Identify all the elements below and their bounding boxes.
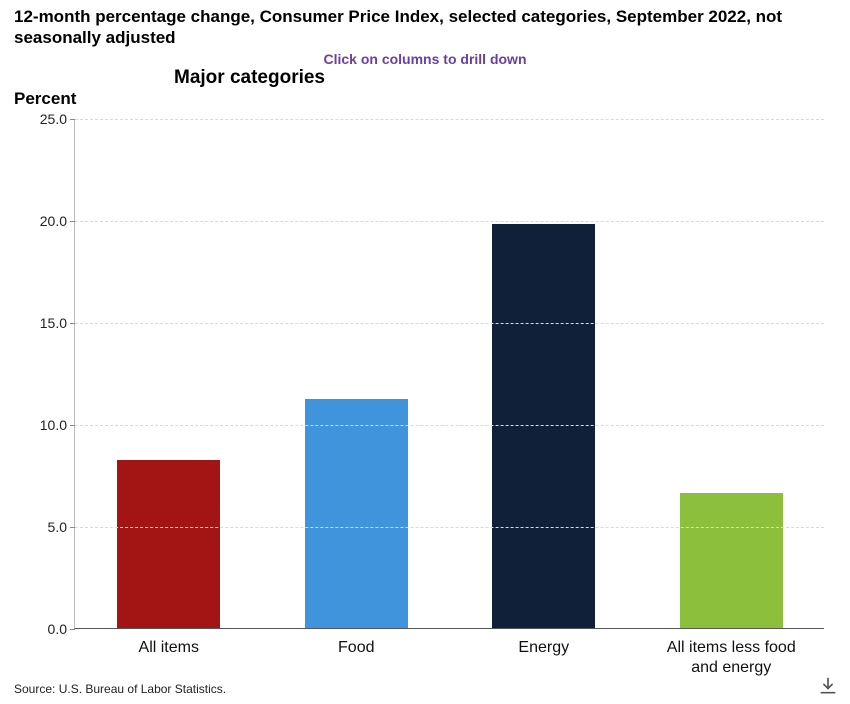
download-button[interactable] xyxy=(818,676,838,696)
x-tick-label: All items xyxy=(94,628,244,658)
plot-region: 0.05.010.015.020.025.0All itemsFoodEnerg… xyxy=(74,119,824,629)
y-axis-label: Percent xyxy=(14,89,76,109)
bar-energy[interactable] xyxy=(492,224,595,628)
grid-line xyxy=(75,527,824,528)
y-tick-label: 25.0 xyxy=(40,111,75,127)
page-title: 12-month percentage change, Consumer Pri… xyxy=(0,0,850,49)
x-tick-label: Energy xyxy=(469,628,619,658)
x-tick-label: Food xyxy=(281,628,431,658)
chart-subtitle: Major categories xyxy=(174,67,325,89)
grid-line xyxy=(75,221,824,222)
y-tick-label: 0.0 xyxy=(48,621,75,637)
y-tick-label: 10.0 xyxy=(40,417,75,433)
grid-line xyxy=(75,119,824,120)
y-tick-label: 15.0 xyxy=(40,315,75,331)
x-tick-label: All items less food and energy xyxy=(656,628,806,678)
drilldown-hint: Click on columns to drill down xyxy=(0,51,850,67)
grid-line xyxy=(75,323,824,324)
grid-line xyxy=(75,425,824,426)
bar-all-items-less-food-and-energy[interactable] xyxy=(680,493,783,628)
bars-layer xyxy=(75,119,824,628)
y-tick-label: 5.0 xyxy=(48,519,75,535)
bar-food[interactable] xyxy=(305,399,408,627)
download-icon xyxy=(818,683,838,700)
y-tick-label: 20.0 xyxy=(40,213,75,229)
source-text: Source: U.S. Bureau of Labor Statistics. xyxy=(14,682,226,696)
bar-all-items[interactable] xyxy=(117,460,220,627)
